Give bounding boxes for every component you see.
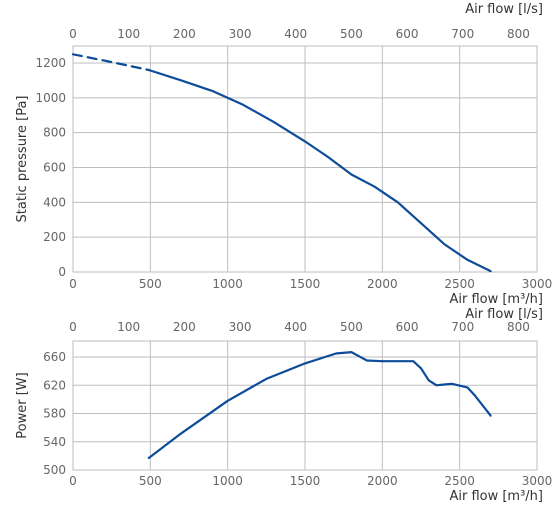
x-tick-label: 1500 bbox=[290, 277, 321, 291]
y-axis-label: Static pressure [Pa] bbox=[15, 96, 30, 223]
y-tick-label: 600 bbox=[43, 161, 66, 175]
x-top-tick-label: 600 bbox=[396, 320, 419, 334]
x-top-tick-label: 300 bbox=[229, 320, 252, 334]
x-top-tick-label: 700 bbox=[451, 320, 474, 334]
x-top-tick-label: 700 bbox=[451, 27, 474, 41]
x-tick-label: 500 bbox=[139, 474, 162, 488]
x-tick-label: 1000 bbox=[212, 277, 243, 291]
y-tick-label: 580 bbox=[43, 407, 66, 421]
pressure-chart: 0 500 1000 1500 2000 2500 30000200400600800100… bbox=[15, 2, 552, 307]
x-tick-label: 3000 bbox=[522, 277, 553, 291]
y-tick-label: 200 bbox=[43, 230, 66, 244]
x-top-tick-label: 0 bbox=[69, 320, 77, 334]
x-top-tick-label: 400 bbox=[284, 27, 307, 41]
x-tick-label: 2500 bbox=[444, 474, 475, 488]
x-tick-label: 0 bbox=[69, 474, 77, 488]
x-top-tick-label: 100 bbox=[117, 27, 140, 41]
x-tick-label: 2000 bbox=[367, 277, 398, 291]
x-top-tick-label: 100 bbox=[117, 320, 140, 334]
x-top-tick-label: 800 bbox=[507, 320, 530, 334]
y-tick-label: 800 bbox=[43, 126, 66, 140]
y-axis-label: Power [W] bbox=[15, 372, 30, 438]
x-tick-label: 1000 bbox=[212, 474, 243, 488]
x-tick-label: 1500 bbox=[290, 474, 321, 488]
series-line-dashed bbox=[73, 54, 149, 70]
x-axis-label: Air flow [m³/h] bbox=[449, 292, 543, 307]
x-tick-label: 2000 bbox=[367, 474, 398, 488]
x-tick-label: 2500 bbox=[444, 277, 475, 291]
x-top-tick-label: 600 bbox=[396, 27, 419, 41]
y-tick-label: 660 bbox=[43, 350, 66, 364]
x-axis-label: Air flow [m³/h] bbox=[449, 489, 543, 504]
y-tick-label: 540 bbox=[43, 435, 66, 449]
x-top-axis-label: Air flow [l/s] bbox=[465, 2, 543, 17]
x-top-tick-label: 300 bbox=[229, 27, 252, 41]
x-top-tick-label: 500 bbox=[340, 27, 363, 41]
y-tick-label: 1200 bbox=[35, 56, 66, 70]
y-tick-label: 500 bbox=[43, 463, 66, 477]
x-tick-label: 500 bbox=[139, 277, 162, 291]
x-top-tick-label: 200 bbox=[173, 27, 196, 41]
x-top-tick-label: 200 bbox=[173, 320, 196, 334]
x-top-tick-label: 800 bbox=[507, 27, 530, 41]
y-tick-label: 1000 bbox=[35, 91, 66, 105]
y-tick-label: 620 bbox=[43, 378, 66, 392]
power-chart: 0 500 1000 1500 2000 2500 30005005405806206600… bbox=[15, 307, 552, 504]
y-tick-label: 400 bbox=[43, 195, 66, 209]
y-tick-label: 0 bbox=[58, 265, 66, 279]
x-tick-label: 3000 bbox=[522, 474, 553, 488]
series-line bbox=[149, 70, 491, 271]
x-top-tick-label: 500 bbox=[340, 320, 363, 334]
x-tick-label: 0 bbox=[69, 277, 77, 291]
x-top-tick-label: 0 bbox=[69, 27, 77, 41]
x-top-tick-label: 400 bbox=[284, 320, 307, 334]
x-top-axis-label: Air flow [l/s] bbox=[465, 307, 543, 322]
